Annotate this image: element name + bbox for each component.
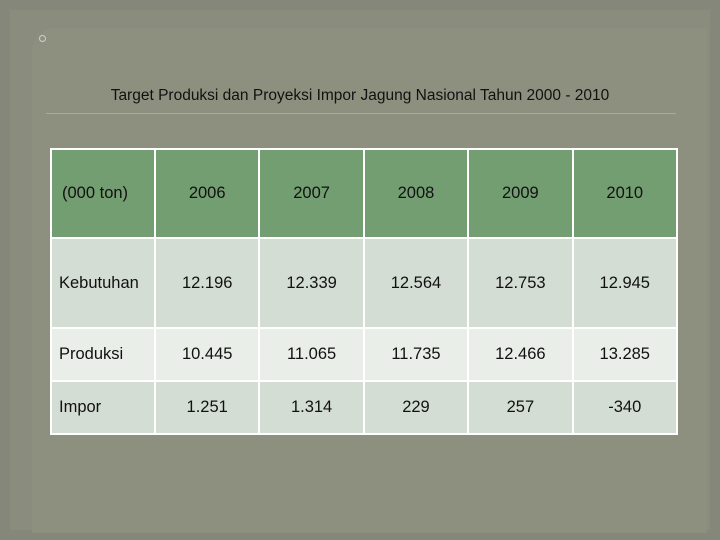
table-cell: 1.251 <box>153 380 261 435</box>
table-cell: 12.339 <box>258 237 365 329</box>
row-label: Kebutuhan <box>50 237 156 329</box>
table-cell: 229 <box>362 380 470 435</box>
table-cell: 13.285 <box>571 327 678 382</box>
table-cell: 1.314 <box>258 380 365 435</box>
table-cell: 11.735 <box>362 327 470 382</box>
table-cell: 257 <box>467 380 574 435</box>
table-cell: 12.196 <box>153 237 261 329</box>
table-cell: 10.445 <box>153 327 261 382</box>
year-header: 2007 <box>258 148 365 239</box>
page-title: Target Produksi dan Proyeksi Impor Jagun… <box>110 87 610 104</box>
row-label: Impor <box>50 380 156 435</box>
year-header: 2006 <box>153 148 261 239</box>
data-table: (000 ton) 2006 2007 2008 2009 2010 Kebut… <box>50 148 678 435</box>
title-divider <box>46 113 676 114</box>
year-header: 2010 <box>571 148 678 239</box>
table-row: Kebutuhan 12.196 12.339 12.564 12.753 12… <box>50 237 678 329</box>
unit-header: (000 ton) <box>50 148 156 239</box>
table-cell: 11.065 <box>258 327 365 382</box>
year-header: 2008 <box>362 148 470 239</box>
table-cell: -340 <box>571 380 678 435</box>
table-cell: 12.564 <box>362 237 470 329</box>
table-row: Impor 1.251 1.314 229 257 -340 <box>50 380 678 435</box>
table-row: Produksi 10.445 11.065 11.735 12.466 13.… <box>50 327 678 382</box>
table-cell: 12.466 <box>467 327 574 382</box>
year-header: 2009 <box>467 148 574 239</box>
header-row: (000 ton) 2006 2007 2008 2009 2010 <box>50 148 678 239</box>
table-cell: 12.945 <box>571 237 678 329</box>
decorative-dot <box>39 35 46 42</box>
row-label: Produksi <box>50 327 156 382</box>
table-cell: 12.753 <box>467 237 574 329</box>
